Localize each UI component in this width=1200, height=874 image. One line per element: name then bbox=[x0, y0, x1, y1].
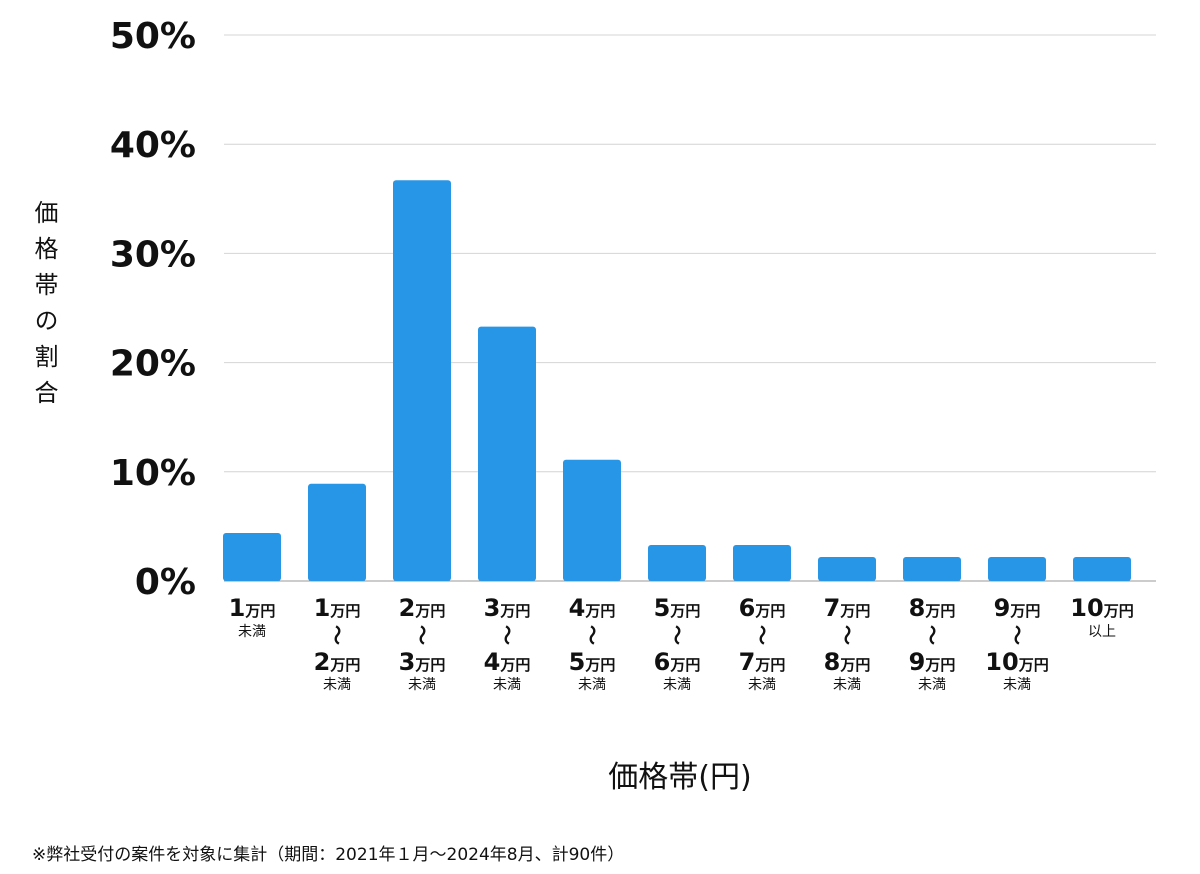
bar bbox=[223, 532, 281, 581]
y-tick-label: 40% bbox=[110, 125, 196, 166]
x-tick-note: 未満 bbox=[323, 677, 351, 693]
x-tick-label: 4万円 bbox=[484, 648, 531, 676]
range-mark: 〜 bbox=[920, 625, 944, 645]
x-tick-note: 未満 bbox=[663, 677, 691, 693]
footnote: ※弊社受付の案件を対象に集計（期間：2021年１月〜2024年8月、計90件） bbox=[32, 845, 625, 865]
x-tick-label: 7万円 bbox=[739, 648, 786, 676]
x-tick-label: 1万円 bbox=[314, 594, 361, 622]
bar bbox=[903, 556, 961, 581]
range-mark: 〜 bbox=[750, 625, 774, 645]
x-tick-note: 未満 bbox=[748, 677, 776, 693]
y-tick-label: 30% bbox=[110, 234, 196, 275]
x-tick-note: 未満 bbox=[238, 624, 266, 640]
x-tick-label: 4万円 bbox=[569, 594, 616, 622]
range-mark: 〜 bbox=[665, 625, 689, 645]
x-tick-label: 8万円 bbox=[909, 594, 956, 622]
x-tick-label: 1万円 bbox=[229, 594, 276, 622]
x-tick-note: 未満 bbox=[408, 677, 436, 693]
x-tick-label: 9万円 bbox=[909, 648, 956, 676]
bar bbox=[393, 180, 451, 581]
x-tick-label: 6万円 bbox=[654, 648, 701, 676]
x-tick-label: 9万円 bbox=[994, 594, 1041, 622]
x-tick-note: 未満 bbox=[918, 677, 946, 693]
x-tick-note: 未満 bbox=[1003, 677, 1031, 693]
range-mark: 〜 bbox=[325, 625, 349, 645]
x-tick-label: 8万円 bbox=[824, 648, 871, 676]
y-tick-label: 10% bbox=[110, 453, 196, 494]
x-tick-label: 5万円 bbox=[654, 594, 701, 622]
x-axis-label: 価格帯(円) bbox=[608, 760, 752, 795]
bar bbox=[308, 483, 366, 581]
range-mark: 〜 bbox=[1005, 625, 1029, 645]
x-tick-label: 6万円 bbox=[739, 594, 786, 622]
x-tick-note: 未満 bbox=[833, 677, 861, 693]
x-tick-note: 以上 bbox=[1088, 624, 1116, 640]
bar bbox=[818, 556, 876, 581]
y-tick-label: 0% bbox=[135, 562, 196, 603]
y-tick-label: 50% bbox=[110, 16, 196, 57]
x-tick-note: 未満 bbox=[578, 677, 606, 693]
y-axis-label: 価格帯の割合 bbox=[30, 200, 58, 416]
x-tick-label: 10万円 bbox=[985, 648, 1048, 676]
x-tick-label: 3万円 bbox=[484, 594, 531, 622]
range-mark: 〜 bbox=[835, 625, 859, 645]
y-tick-label: 20% bbox=[110, 344, 196, 385]
x-tick-label: 10万円 bbox=[1070, 594, 1133, 622]
range-mark: 〜 bbox=[580, 625, 604, 645]
bar bbox=[733, 544, 791, 581]
x-tick-label: 2万円 bbox=[399, 594, 446, 622]
x-tick-note: 未満 bbox=[493, 677, 521, 693]
bar bbox=[563, 459, 621, 581]
range-mark: 〜 bbox=[495, 625, 519, 645]
bar bbox=[1073, 556, 1131, 581]
range-mark: 〜 bbox=[410, 625, 434, 645]
x-tick-label: 5万円 bbox=[569, 648, 616, 676]
x-tick-label: 2万円 bbox=[314, 648, 361, 676]
bar bbox=[478, 326, 536, 581]
x-tick-label: 7万円 bbox=[824, 594, 871, 622]
bar bbox=[988, 556, 1046, 581]
bar bbox=[648, 544, 706, 581]
x-tick-label: 3万円 bbox=[399, 648, 446, 676]
